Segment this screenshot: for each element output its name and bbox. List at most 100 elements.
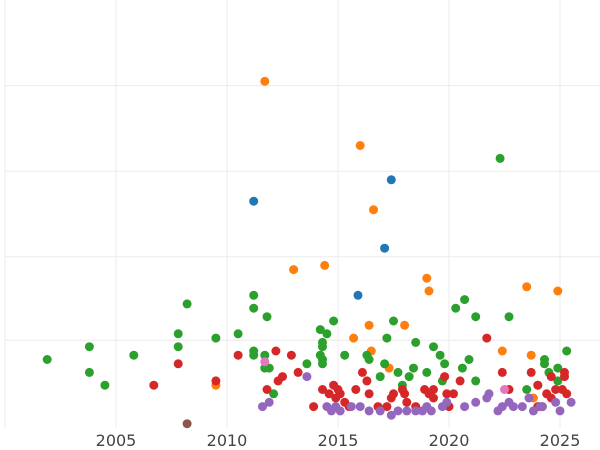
scatter-point: [537, 402, 547, 412]
scatter-point: [262, 385, 272, 394]
scatter-point: [364, 355, 374, 364]
scatter-point: [264, 397, 274, 407]
scatter-point: [211, 376, 221, 386]
scatter-point: [471, 376, 481, 386]
scatter-point: [553, 376, 563, 386]
scatter-point: [440, 372, 450, 382]
scatter-point: [260, 357, 270, 367]
scatter-point: [497, 346, 507, 356]
scatter-point: [417, 406, 427, 416]
scatter-point: [380, 243, 390, 253]
scatter-point: [442, 389, 452, 399]
scatter-point: [84, 342, 94, 352]
scatter-point: [382, 402, 392, 412]
scatter-point: [173, 329, 183, 339]
scatter-point: [329, 316, 339, 326]
scatter-point: [364, 320, 374, 330]
scatter-point: [500, 385, 509, 394]
scatter-point: [271, 346, 281, 356]
scatter-point: [375, 372, 385, 382]
scatter-point: [429, 393, 438, 403]
scatter-point: [369, 205, 378, 215]
scatter-point: [409, 363, 418, 373]
scatter-point: [149, 380, 159, 390]
scatter-point: [249, 196, 259, 206]
scatter-point: [260, 76, 270, 86]
scatter-point: [289, 265, 299, 275]
scatter-point: [429, 385, 438, 394]
scatter-point: [451, 303, 461, 313]
x-tick-label: 2025: [540, 431, 581, 450]
scatter-point: [495, 153, 505, 163]
scatter-point: [402, 406, 412, 416]
scatter-point: [404, 372, 414, 382]
scatter-point: [540, 355, 549, 364]
scatter-point: [315, 325, 325, 335]
scatter-point: [302, 359, 312, 369]
scatter-point: [422, 273, 432, 283]
scatter-point: [346, 402, 356, 412]
scatter-point: [357, 367, 367, 377]
scatter-point: [517, 402, 527, 412]
scatter-point: [484, 389, 494, 399]
scatter-point: [457, 363, 467, 373]
scatter-point: [380, 359, 390, 369]
scatter-point: [249, 350, 259, 360]
scatter-point: [84, 367, 94, 377]
scatter-point: [353, 290, 363, 300]
scatter-point: [286, 350, 296, 360]
scatter-point: [335, 406, 345, 416]
x-axis-tick-labels: 2005 2010 2015 2020 2025: [96, 431, 581, 450]
scatter-point: [324, 389, 334, 399]
scatter-point: [386, 410, 396, 420]
scatter-point: [269, 389, 279, 399]
scatter-point: [355, 141, 365, 150]
x-tick-label: 2020: [429, 431, 470, 450]
scatter-point: [393, 367, 403, 377]
scatter-point: [424, 286, 434, 296]
scatter-point: [331, 393, 341, 403]
scatter-point: [553, 286, 563, 296]
scatter-point: [375, 406, 385, 416]
scatter-point: [364, 389, 374, 399]
scatter-point: [233, 350, 243, 360]
scatter-point: [249, 290, 259, 300]
scatter-point: [522, 385, 532, 394]
scatter-point: [497, 367, 507, 377]
scatter-point: [249, 303, 259, 313]
scatter-point: [389, 316, 398, 326]
scatter-point: [449, 389, 458, 399]
scatter-point: [524, 393, 534, 403]
scatter-point: [562, 389, 572, 399]
scatter-point: [533, 380, 543, 390]
scatter-point: [42, 355, 52, 364]
scatter-point: [382, 333, 392, 343]
scatter-point: [362, 376, 372, 386]
scatter-point: [560, 367, 569, 377]
scatter-point: [182, 419, 192, 429]
x-tick-label: 2005: [96, 431, 137, 450]
scatter-point: [562, 346, 572, 356]
scatter-point: [400, 389, 410, 399]
scatter-point: [429, 342, 438, 352]
scatter-point: [464, 355, 474, 364]
scatter-point: [555, 406, 565, 416]
scatter-point: [460, 295, 470, 305]
scatter-point: [302, 372, 312, 382]
scatter-point: [471, 312, 481, 322]
scatter-point: [393, 406, 403, 416]
scatter-point: [182, 299, 192, 309]
scatter-point: [262, 312, 272, 322]
x-tick-label: 2010: [207, 431, 248, 450]
scatter-point: [526, 350, 536, 360]
scatter-point: [497, 402, 507, 412]
scatter-point: [411, 406, 421, 416]
scatter-point: [528, 406, 538, 416]
scatter-point: [100, 380, 110, 390]
scatter-point: [309, 402, 319, 412]
scatter-point: [318, 342, 327, 352]
scatter-point: [364, 406, 374, 416]
scatter-point: [233, 329, 243, 339]
